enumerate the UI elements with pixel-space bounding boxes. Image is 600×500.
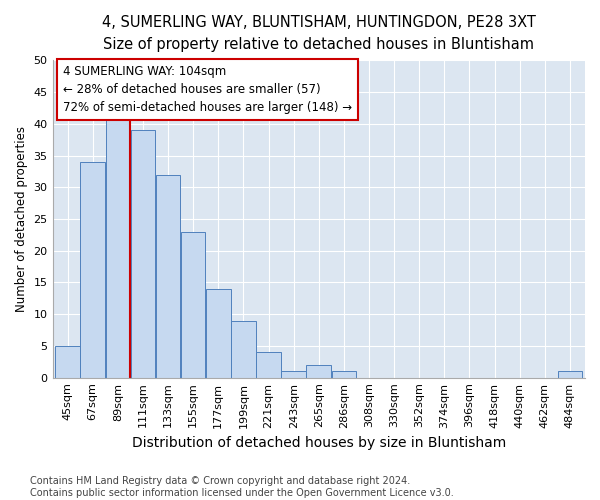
Title: 4, SUMERLING WAY, BLUNTISHAM, HUNTINGDON, PE28 3XT
Size of property relative to : 4, SUMERLING WAY, BLUNTISHAM, HUNTINGDON…	[102, 15, 536, 52]
Bar	[156, 174, 181, 378]
Bar	[307, 365, 331, 378]
Bar	[256, 352, 281, 378]
Y-axis label: Number of detached properties: Number of detached properties	[15, 126, 28, 312]
Bar	[80, 162, 105, 378]
Bar	[181, 232, 205, 378]
Bar	[106, 111, 130, 378]
Bar	[206, 289, 230, 378]
Bar	[231, 320, 256, 378]
X-axis label: Distribution of detached houses by size in Bluntisham: Distribution of detached houses by size …	[131, 436, 506, 450]
Bar	[557, 372, 582, 378]
Text: 4 SUMERLING WAY: 104sqm
← 28% of detached houses are smaller (57)
72% of semi-de: 4 SUMERLING WAY: 104sqm ← 28% of detache…	[63, 65, 352, 114]
Bar	[332, 372, 356, 378]
Bar	[281, 372, 306, 378]
Bar	[131, 130, 155, 378]
Bar	[55, 346, 80, 378]
Text: Contains HM Land Registry data © Crown copyright and database right 2024.
Contai: Contains HM Land Registry data © Crown c…	[30, 476, 454, 498]
